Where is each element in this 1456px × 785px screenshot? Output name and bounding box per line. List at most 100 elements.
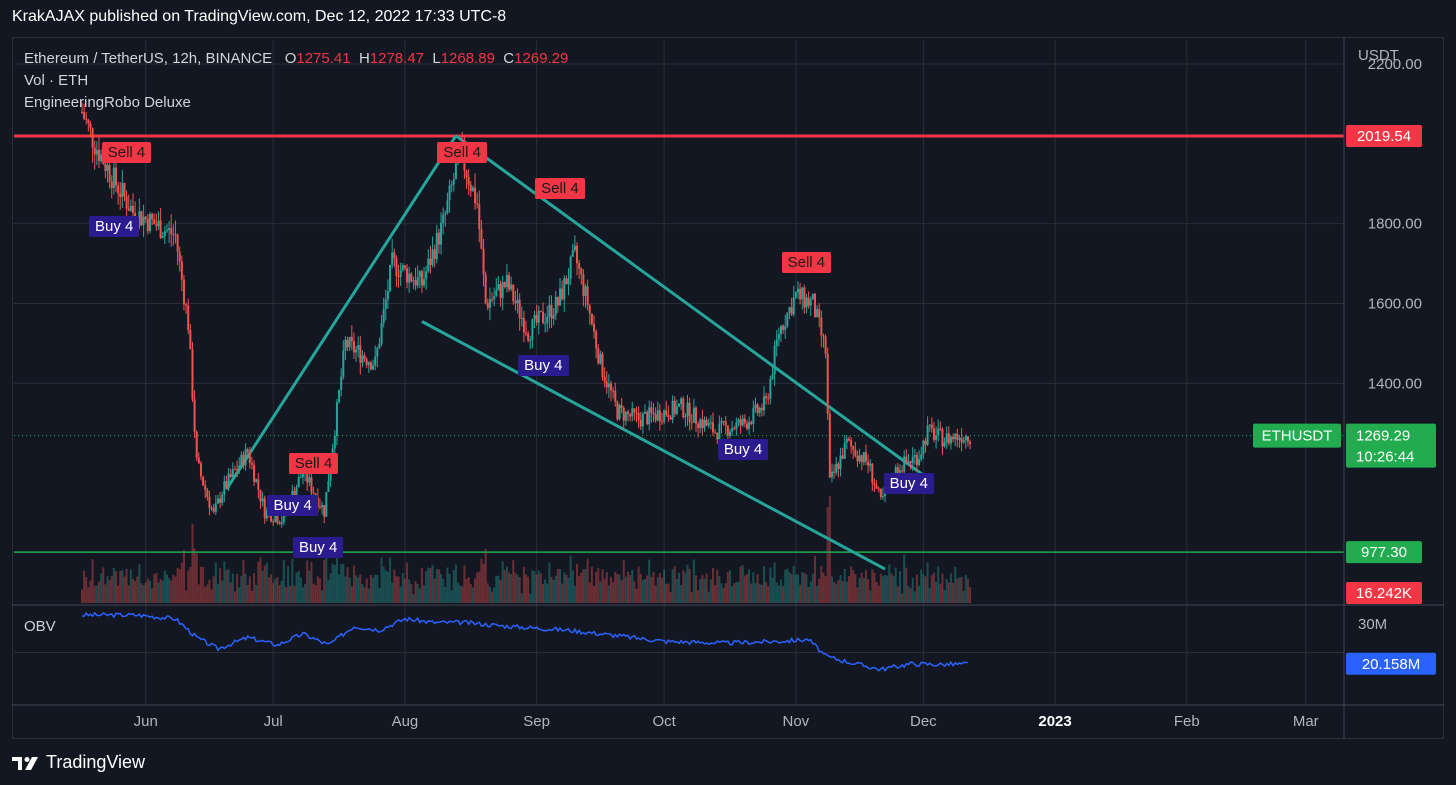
candle-body: [949, 436, 952, 444]
volume-bar: [295, 572, 298, 603]
candle-body: [826, 353, 829, 414]
volume-bar: [941, 573, 944, 603]
candle-body: [104, 163, 107, 171]
volume-bar: [144, 582, 147, 603]
candle-body: [722, 420, 725, 422]
candle-body: [278, 523, 281, 525]
candle-body: [395, 258, 398, 276]
candle-body: [355, 349, 358, 353]
candle-body: [197, 457, 200, 464]
volume-bar: [386, 571, 389, 603]
volume-bar: [898, 571, 901, 603]
candle-body: [503, 282, 506, 288]
candle-body: [627, 411, 630, 414]
volume-bar: [433, 579, 436, 603]
volume-bar: [669, 591, 672, 603]
volume-bar: [297, 570, 300, 603]
volume-label[interactable]: Vol · ETH: [24, 72, 89, 89]
volume-bar: [153, 574, 156, 603]
volume-bar: [446, 567, 449, 603]
candle-body: [125, 196, 128, 209]
volume-bar: [773, 562, 776, 603]
volume-bar: [824, 576, 827, 603]
candle-body: [845, 438, 848, 443]
candle-body: [465, 170, 468, 178]
chart-frame[interactable]: [12, 37, 1444, 739]
volume-bar: [644, 579, 647, 603]
candle-body: [699, 419, 702, 428]
candle-body: [412, 280, 415, 282]
candle-body: [966, 436, 969, 442]
candle-body: [593, 323, 596, 332]
volume-bar: [454, 564, 457, 603]
volume-bar: [588, 582, 591, 603]
candle-body: [873, 483, 876, 486]
candle-body: [280, 521, 283, 524]
volume-bar: [374, 574, 377, 603]
volume-bar: [193, 548, 196, 603]
volume-bar: [813, 556, 816, 603]
low-key: L: [432, 50, 441, 67]
trendline: [421, 320, 886, 571]
candle-body: [879, 488, 882, 498]
volume-bar: [711, 567, 714, 603]
volume-bar: [937, 566, 940, 603]
symbol-label[interactable]: Ethereum / TetherUS, 12h, BINANCE: [24, 50, 273, 67]
volume-bar: [484, 548, 487, 603]
candle-body: [219, 498, 222, 503]
candle-body: [607, 383, 610, 388]
volume-bar: [448, 573, 451, 603]
volume-bar: [263, 565, 266, 603]
candle-body: [654, 414, 657, 421]
volume-bar: [480, 558, 483, 603]
volume-bar: [467, 577, 470, 603]
last-price-label: 1269.29: [1356, 428, 1410, 445]
candle-body: [499, 284, 502, 298]
candle-body: [799, 288, 802, 300]
volume-bar: [123, 576, 126, 603]
volume-bar: [618, 574, 621, 603]
volume-bar: [750, 583, 753, 603]
volume-bar: [737, 581, 740, 603]
volume-bar: [722, 587, 725, 603]
volume-bar: [877, 585, 880, 603]
volume-bar: [943, 589, 946, 603]
candle-body: [242, 454, 245, 466]
candle-body: [707, 422, 710, 426]
volume-bar: [745, 574, 748, 603]
indicator-label[interactable]: EngineeringRobo Deluxe: [24, 94, 191, 111]
volume-bar: [102, 567, 105, 603]
candle-body: [854, 449, 857, 456]
candle-body: [678, 403, 680, 407]
volume-bar: [369, 574, 372, 603]
volume-bar: [437, 569, 440, 603]
candle-body: [151, 213, 154, 220]
volume-bar: [576, 563, 579, 603]
volume-bar: [663, 569, 666, 603]
volume-last-label: 16.242K: [1356, 585, 1412, 602]
candle-body: [510, 284, 513, 290]
volume-bar: [843, 568, 846, 603]
tradingview-logo-icon[interactable]: [12, 755, 40, 771]
candle-body: [372, 365, 375, 370]
price-tick-label: 1400.00: [1368, 375, 1422, 392]
symbol-tag: [1253, 423, 1341, 448]
horizontal-lines: 2019.54 977.30 ETHUSDT 1269.29 10:26:44 16.24…: [14, 125, 1436, 604]
candle-body: [442, 214, 445, 223]
candle-body: [724, 421, 727, 426]
candle-body: [667, 414, 670, 418]
volume-bar: [522, 566, 525, 603]
obv-label[interactable]: OBV: [24, 618, 56, 635]
volume-bar: [174, 576, 177, 603]
volume-bar: [325, 557, 328, 603]
volume-bar: [690, 591, 693, 603]
volume-bar: [724, 583, 727, 603]
time-tick-label: Nov: [783, 713, 810, 730]
volume-bar: [945, 578, 948, 603]
volume-bar: [225, 570, 228, 603]
candle-body: [418, 271, 421, 278]
candle-body: [261, 498, 264, 502]
candle-body: [257, 479, 260, 490]
brand-name[interactable]: TradingView: [46, 752, 146, 772]
